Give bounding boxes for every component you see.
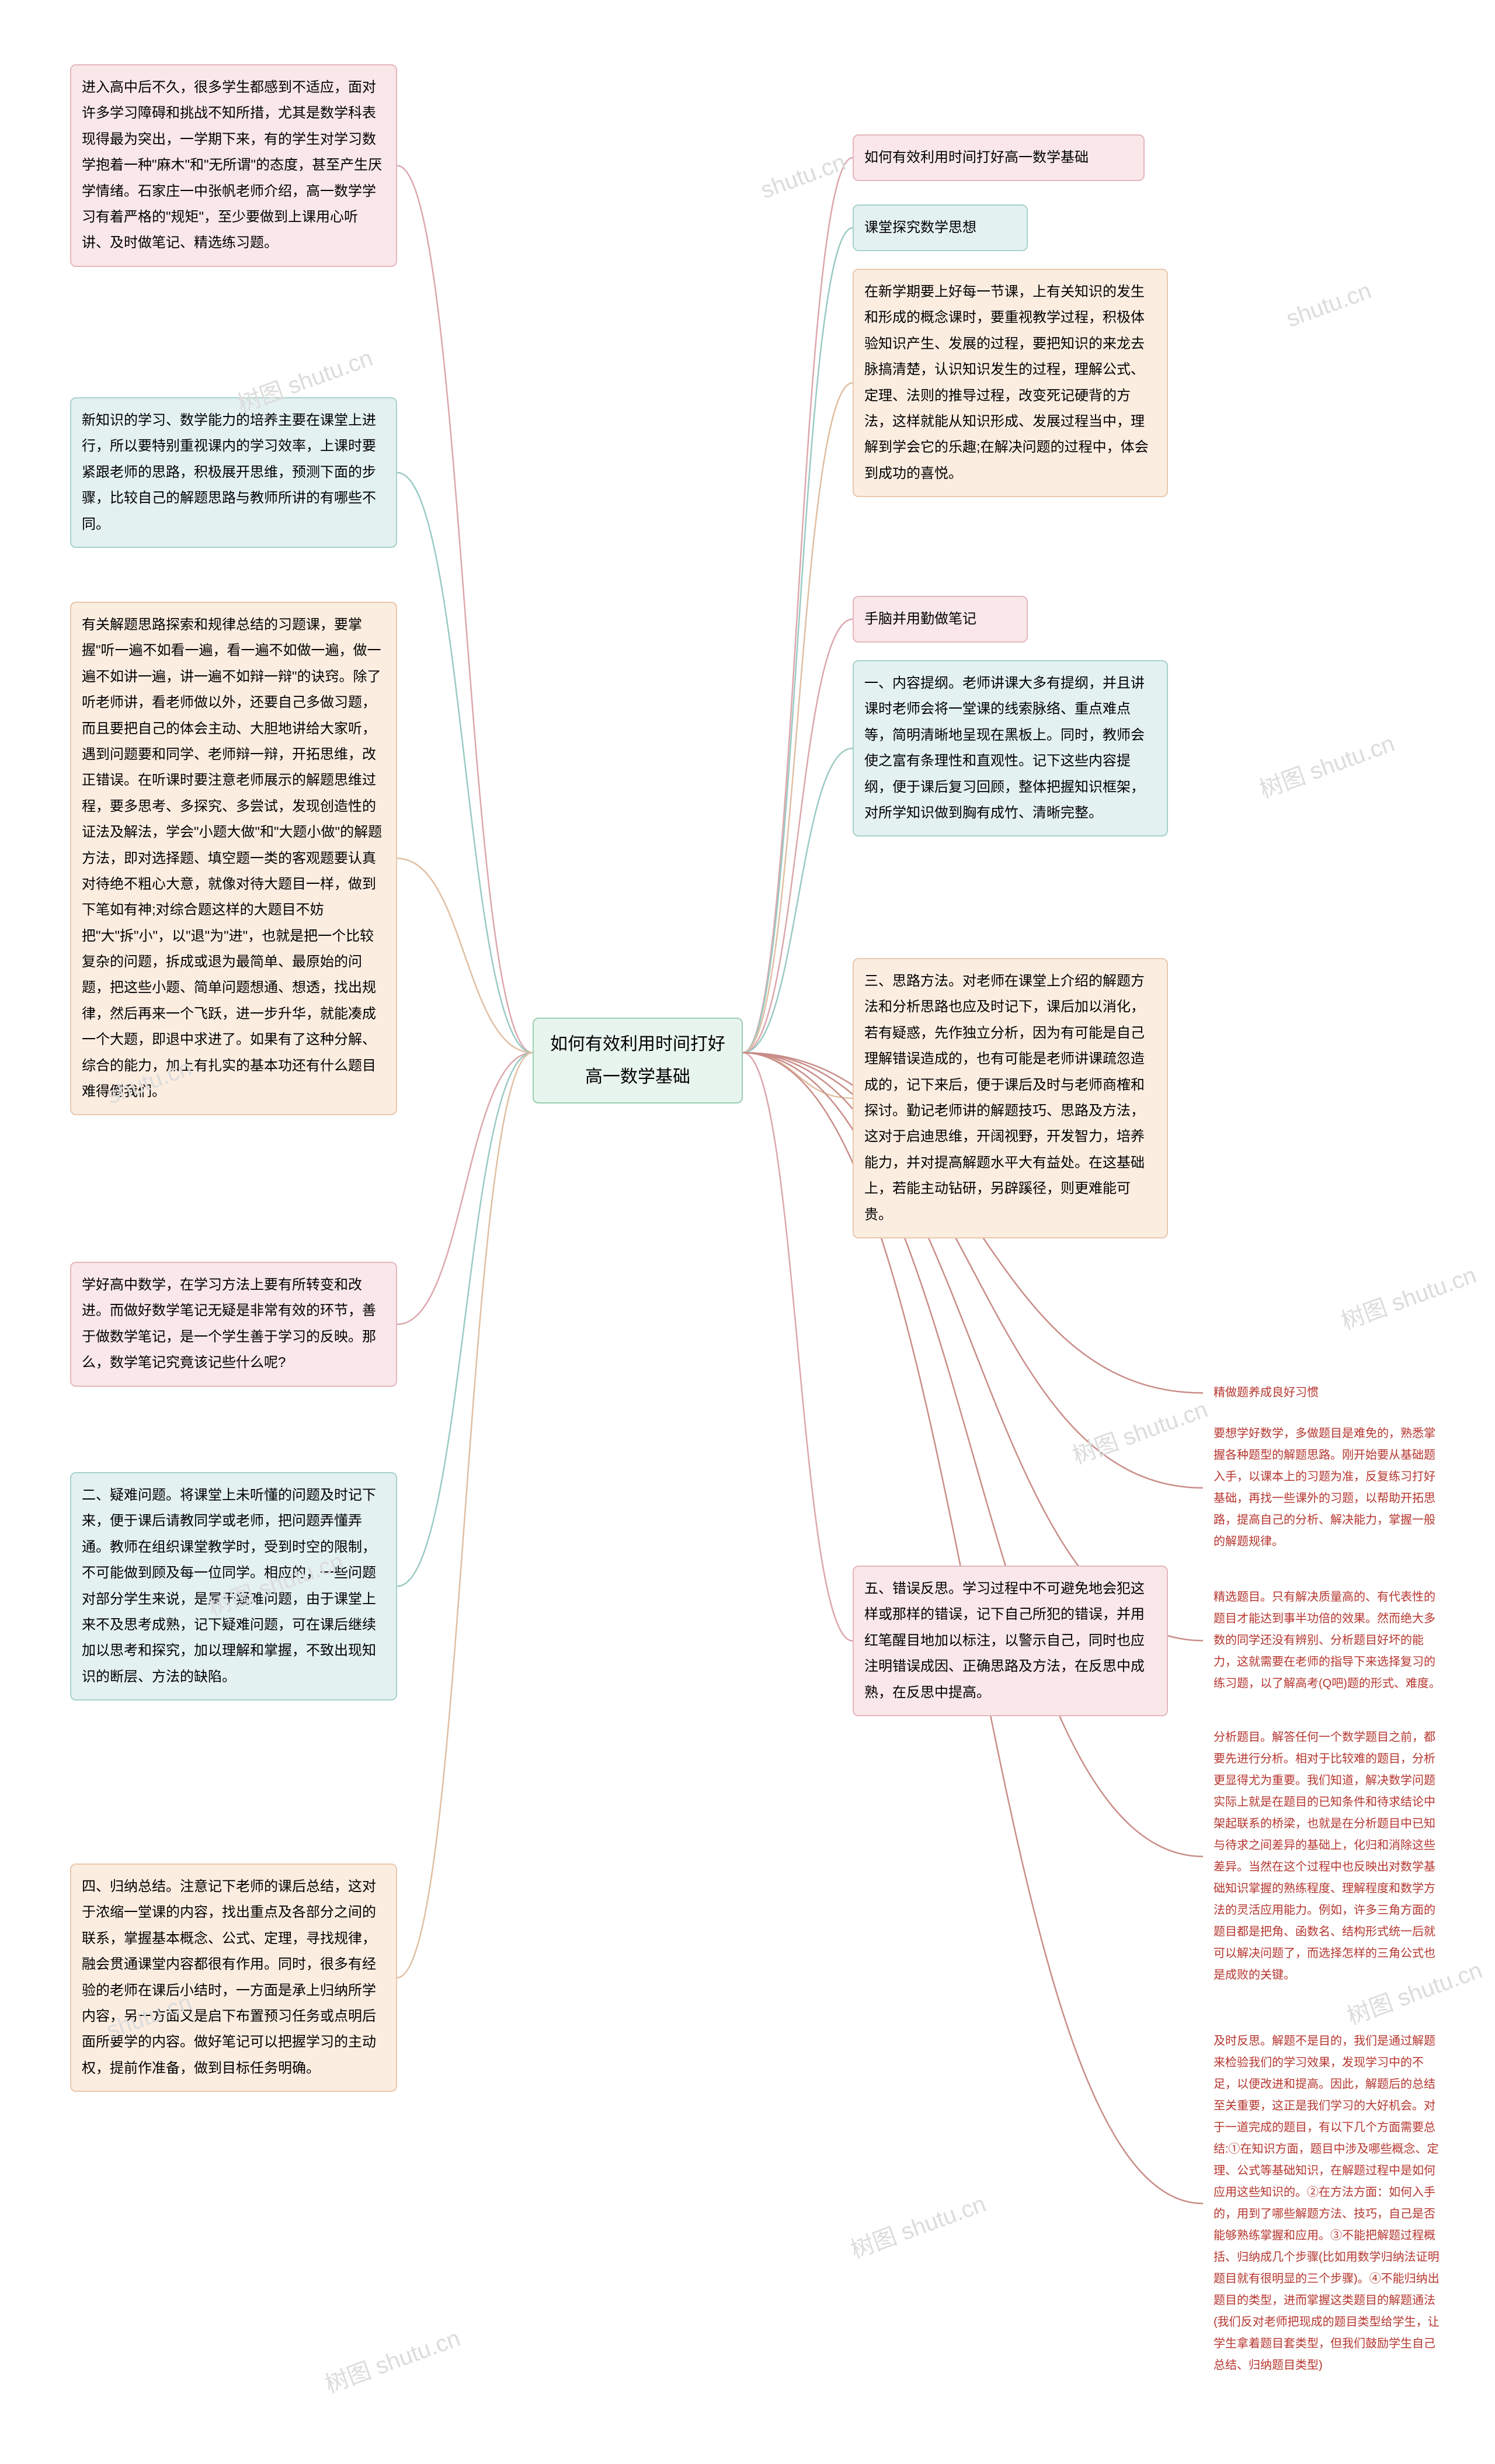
center-node: 如何有效利用时间打好高一数学基础 — [533, 1018, 743, 1103]
R4: 手脑并用勤做笔记 — [853, 596, 1028, 643]
L4: 学好高中数学，在学习方法上要有所转变和改进。而做好数学笔记无疑是非常有效的环节，… — [70, 1262, 397, 1387]
watermark: shutu.cn — [1283, 277, 1375, 332]
L3: 有关解题思路探索和规律总结的习题课，要掌握"听一遍不如看一遍，看一遍不如做一遍，… — [70, 602, 397, 1115]
watermark: 树图 shutu.cn — [1067, 1390, 1212, 1470]
RD4: 分析题目。解答任何一个数学题目之前，都要先进行分析。相对于比较难的题目，分析更显… — [1203, 1717, 1454, 1996]
watermark: 树图 shutu.cn — [1336, 1256, 1480, 1336]
R2: 课堂探究数学思想 — [853, 204, 1028, 251]
L5: 二、疑难问题。将课堂上未听懂的问题及时记下来，便于课后请教同学或老师，把问题弄懂… — [70, 1472, 397, 1700]
watermark: 树图 shutu.cn — [319, 2319, 464, 2399]
R3: 在新学期要上好每一节课，上有关知识的发生和形成的概念课时，要重视教学过程，积极体… — [853, 269, 1168, 497]
watermark: 树图 shutu.cn — [1254, 724, 1399, 804]
watermark: shutu.cn — [757, 149, 849, 204]
L1: 进入高中后不久，很多学生都感到不适应，面对许多学习障碍和挑战不知所措，尤其是数学… — [70, 64, 397, 267]
RD2: 要想学好数学，多做题目是难免的，熟悉掌握各种题型的解题思路。刚开始要从基础题入手… — [1203, 1414, 1454, 1562]
RD1: 精做题养成良好习惯 — [1203, 1373, 1437, 1413]
RD5: 及时反思。解题不是目的，我们是通过解题来检验我们的学习效果，发现学习中的不足，以… — [1203, 2021, 1454, 2386]
R7: 五、错误反思。学习过程中不可避免地会犯这样或那样的错误，记下自己所犯的错误，并用… — [853, 1566, 1168, 1716]
watermark: 树图 shutu.cn — [845, 2185, 990, 2265]
L2: 新知识的学习、数学能力的培养主要在课堂上进行，所以要特别重视课内的学习效率，上课… — [70, 397, 397, 548]
L6: 四、归纳总结。注意记下老师的课后总结，这对于浓缩一堂课的内容，找出重点及各部分之… — [70, 1863, 397, 2092]
RD3: 精选题目。只有解决质量高的、有代表性的题目才能达到事半功倍的效果。然而绝大多数的… — [1203, 1577, 1454, 1704]
R6: 三、思路方法。对老师在课堂上介绍的解题方法和分析思路也应及时记下，课后加以消化，… — [853, 958, 1168, 1238]
R5: 一、内容提纲。老师讲课大多有提纲，并且讲课时老师会将一堂课的线索脉络、重点难点等… — [853, 660, 1168, 837]
R1: 如何有效利用时间打好高一数学基础 — [853, 134, 1145, 181]
